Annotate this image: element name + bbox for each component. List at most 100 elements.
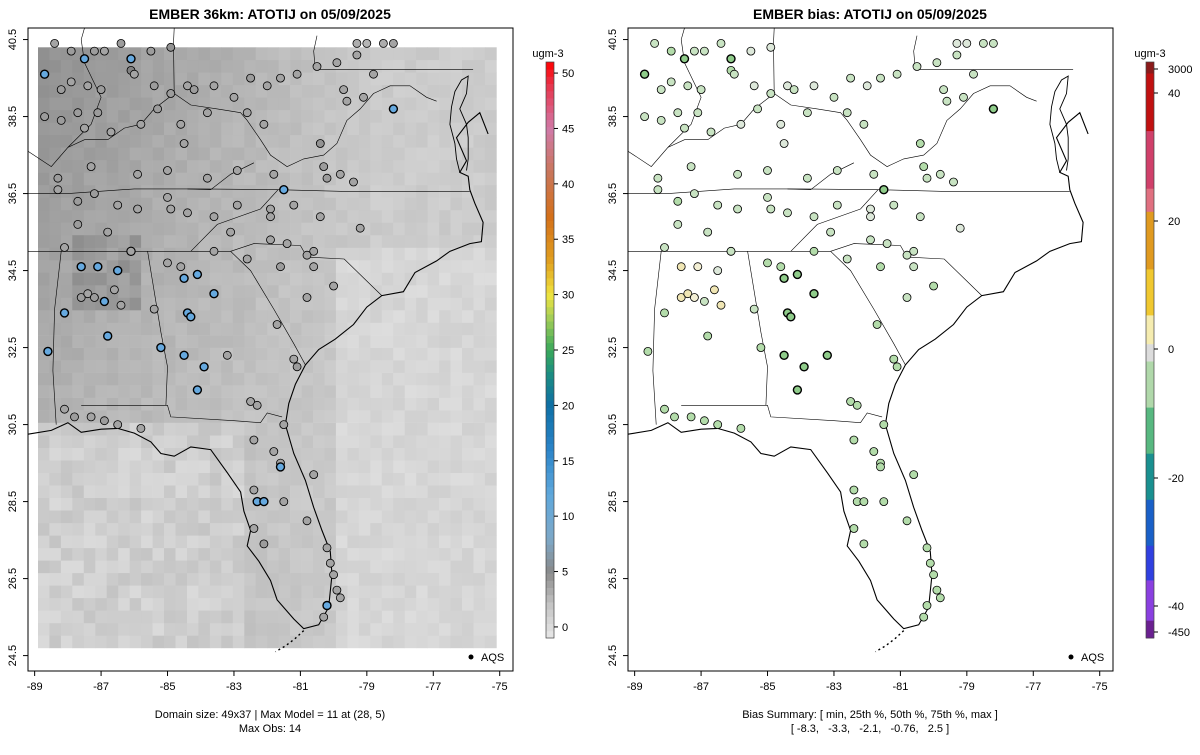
station-point (846, 397, 855, 406)
colorbar-segment (1146, 73, 1154, 132)
model-grid-cell (221, 209, 234, 223)
model-grid-cell (38, 385, 50, 398)
model-grid-cell (209, 560, 222, 574)
model-grid-cell (244, 134, 257, 148)
station-point (309, 246, 319, 256)
model-grid-cell (462, 172, 474, 186)
station-point (902, 250, 912, 260)
model-grid-cell (416, 122, 428, 136)
model-grid-cell (49, 435, 62, 448)
station-point (186, 312, 196, 322)
model-grid-cell (95, 385, 108, 398)
station-point (269, 447, 279, 456)
model-grid-cell (381, 47, 394, 61)
station-point (922, 173, 932, 183)
model-grid-cell (152, 247, 165, 261)
model-grid-cell (335, 335, 348, 348)
station-point (189, 85, 199, 94)
state-border (627, 85, 1037, 167)
station-point (962, 39, 972, 48)
model-grid-cell (301, 209, 314, 223)
model-grid-cell (324, 422, 337, 436)
model-grid-cell (335, 322, 348, 336)
model-grid-cell (129, 184, 142, 198)
model-grid-cell (450, 560, 463, 574)
model-grid-cell (175, 235, 188, 248)
model-grid-cell (118, 285, 130, 298)
model-grid-cell (290, 122, 302, 136)
model-grid-cell (313, 385, 325, 398)
model-grid-cell (473, 360, 486, 373)
model-grid-cell (164, 122, 176, 136)
model-grid-cell (358, 197, 371, 211)
station-point (289, 200, 299, 210)
model-grid-cell (164, 372, 176, 386)
model-grid-cell (118, 485, 130, 498)
colorbar-segment (546, 263, 554, 272)
model-grid-cell (313, 547, 325, 561)
model-grid-cell (141, 385, 153, 398)
model-grid-cell (164, 59, 176, 73)
model-grid-cell (255, 385, 268, 398)
model-grid-cell (244, 247, 257, 261)
model-grid-cell (450, 585, 463, 599)
model-grid-cell (290, 47, 302, 61)
model-grid-cell (484, 372, 497, 386)
model-grid-cell (49, 235, 62, 248)
station-point (653, 185, 663, 195)
model-grid-cell (141, 460, 153, 473)
model-grid-cell (106, 547, 119, 561)
model-grid-cell (301, 460, 314, 473)
model-grid-cell (301, 285, 314, 298)
model-grid-cell (221, 385, 234, 398)
model-grid-cell (152, 460, 165, 473)
model-grid-cell (141, 172, 153, 186)
station-point (686, 412, 696, 422)
model-grid-cell (335, 560, 348, 574)
model-grid-cell (335, 485, 348, 498)
station-point (60, 243, 69, 252)
station-point (156, 342, 166, 353)
colorbar-tick-label: 20 (562, 400, 574, 412)
model-grid-cell (416, 197, 428, 211)
model-grid-cell (427, 610, 440, 624)
model-grid-cell (335, 397, 348, 411)
model-grid-cell (427, 97, 440, 111)
model-grid-cell (404, 209, 417, 223)
station-point (869, 169, 879, 179)
station-point (902, 293, 912, 302)
model-grid-cell (244, 472, 257, 486)
model-grid-cell (209, 410, 222, 423)
model-grid-cell (198, 572, 211, 586)
model-grid-cell (450, 572, 463, 586)
model-grid-cell (221, 172, 234, 186)
station-point (53, 173, 63, 183)
model-grid-cell (462, 360, 474, 373)
model-grid-cell (473, 134, 486, 148)
model-grid-cell (175, 84, 188, 98)
station-point (799, 362, 809, 372)
station-point (656, 85, 666, 94)
model-grid-cell (83, 209, 96, 223)
model-grid-cell (83, 247, 96, 261)
model-grid-cell (358, 597, 371, 611)
model-grid-cell (416, 172, 428, 186)
model-grid-cell (141, 109, 153, 123)
model-grid-cell (381, 385, 394, 398)
model-grid-cell (129, 497, 142, 511)
model-grid-cell (358, 497, 371, 511)
model-grid-cell (164, 460, 176, 473)
model-grid-cell (255, 522, 268, 536)
station-point (700, 46, 709, 56)
model-grid-cell (462, 472, 474, 486)
model-grid-cell (427, 510, 440, 524)
model-grid-cell (255, 285, 268, 298)
model-grid-cell (450, 159, 463, 173)
model-grid-cell (267, 159, 279, 173)
model-grid-cell (301, 222, 314, 236)
model-grid-cell (38, 147, 50, 161)
model-grid-cell (301, 610, 314, 624)
model-grid-cell (72, 585, 85, 599)
colorbar-tick-label: 40 (1168, 88, 1180, 100)
model-grid-cell (187, 435, 199, 448)
